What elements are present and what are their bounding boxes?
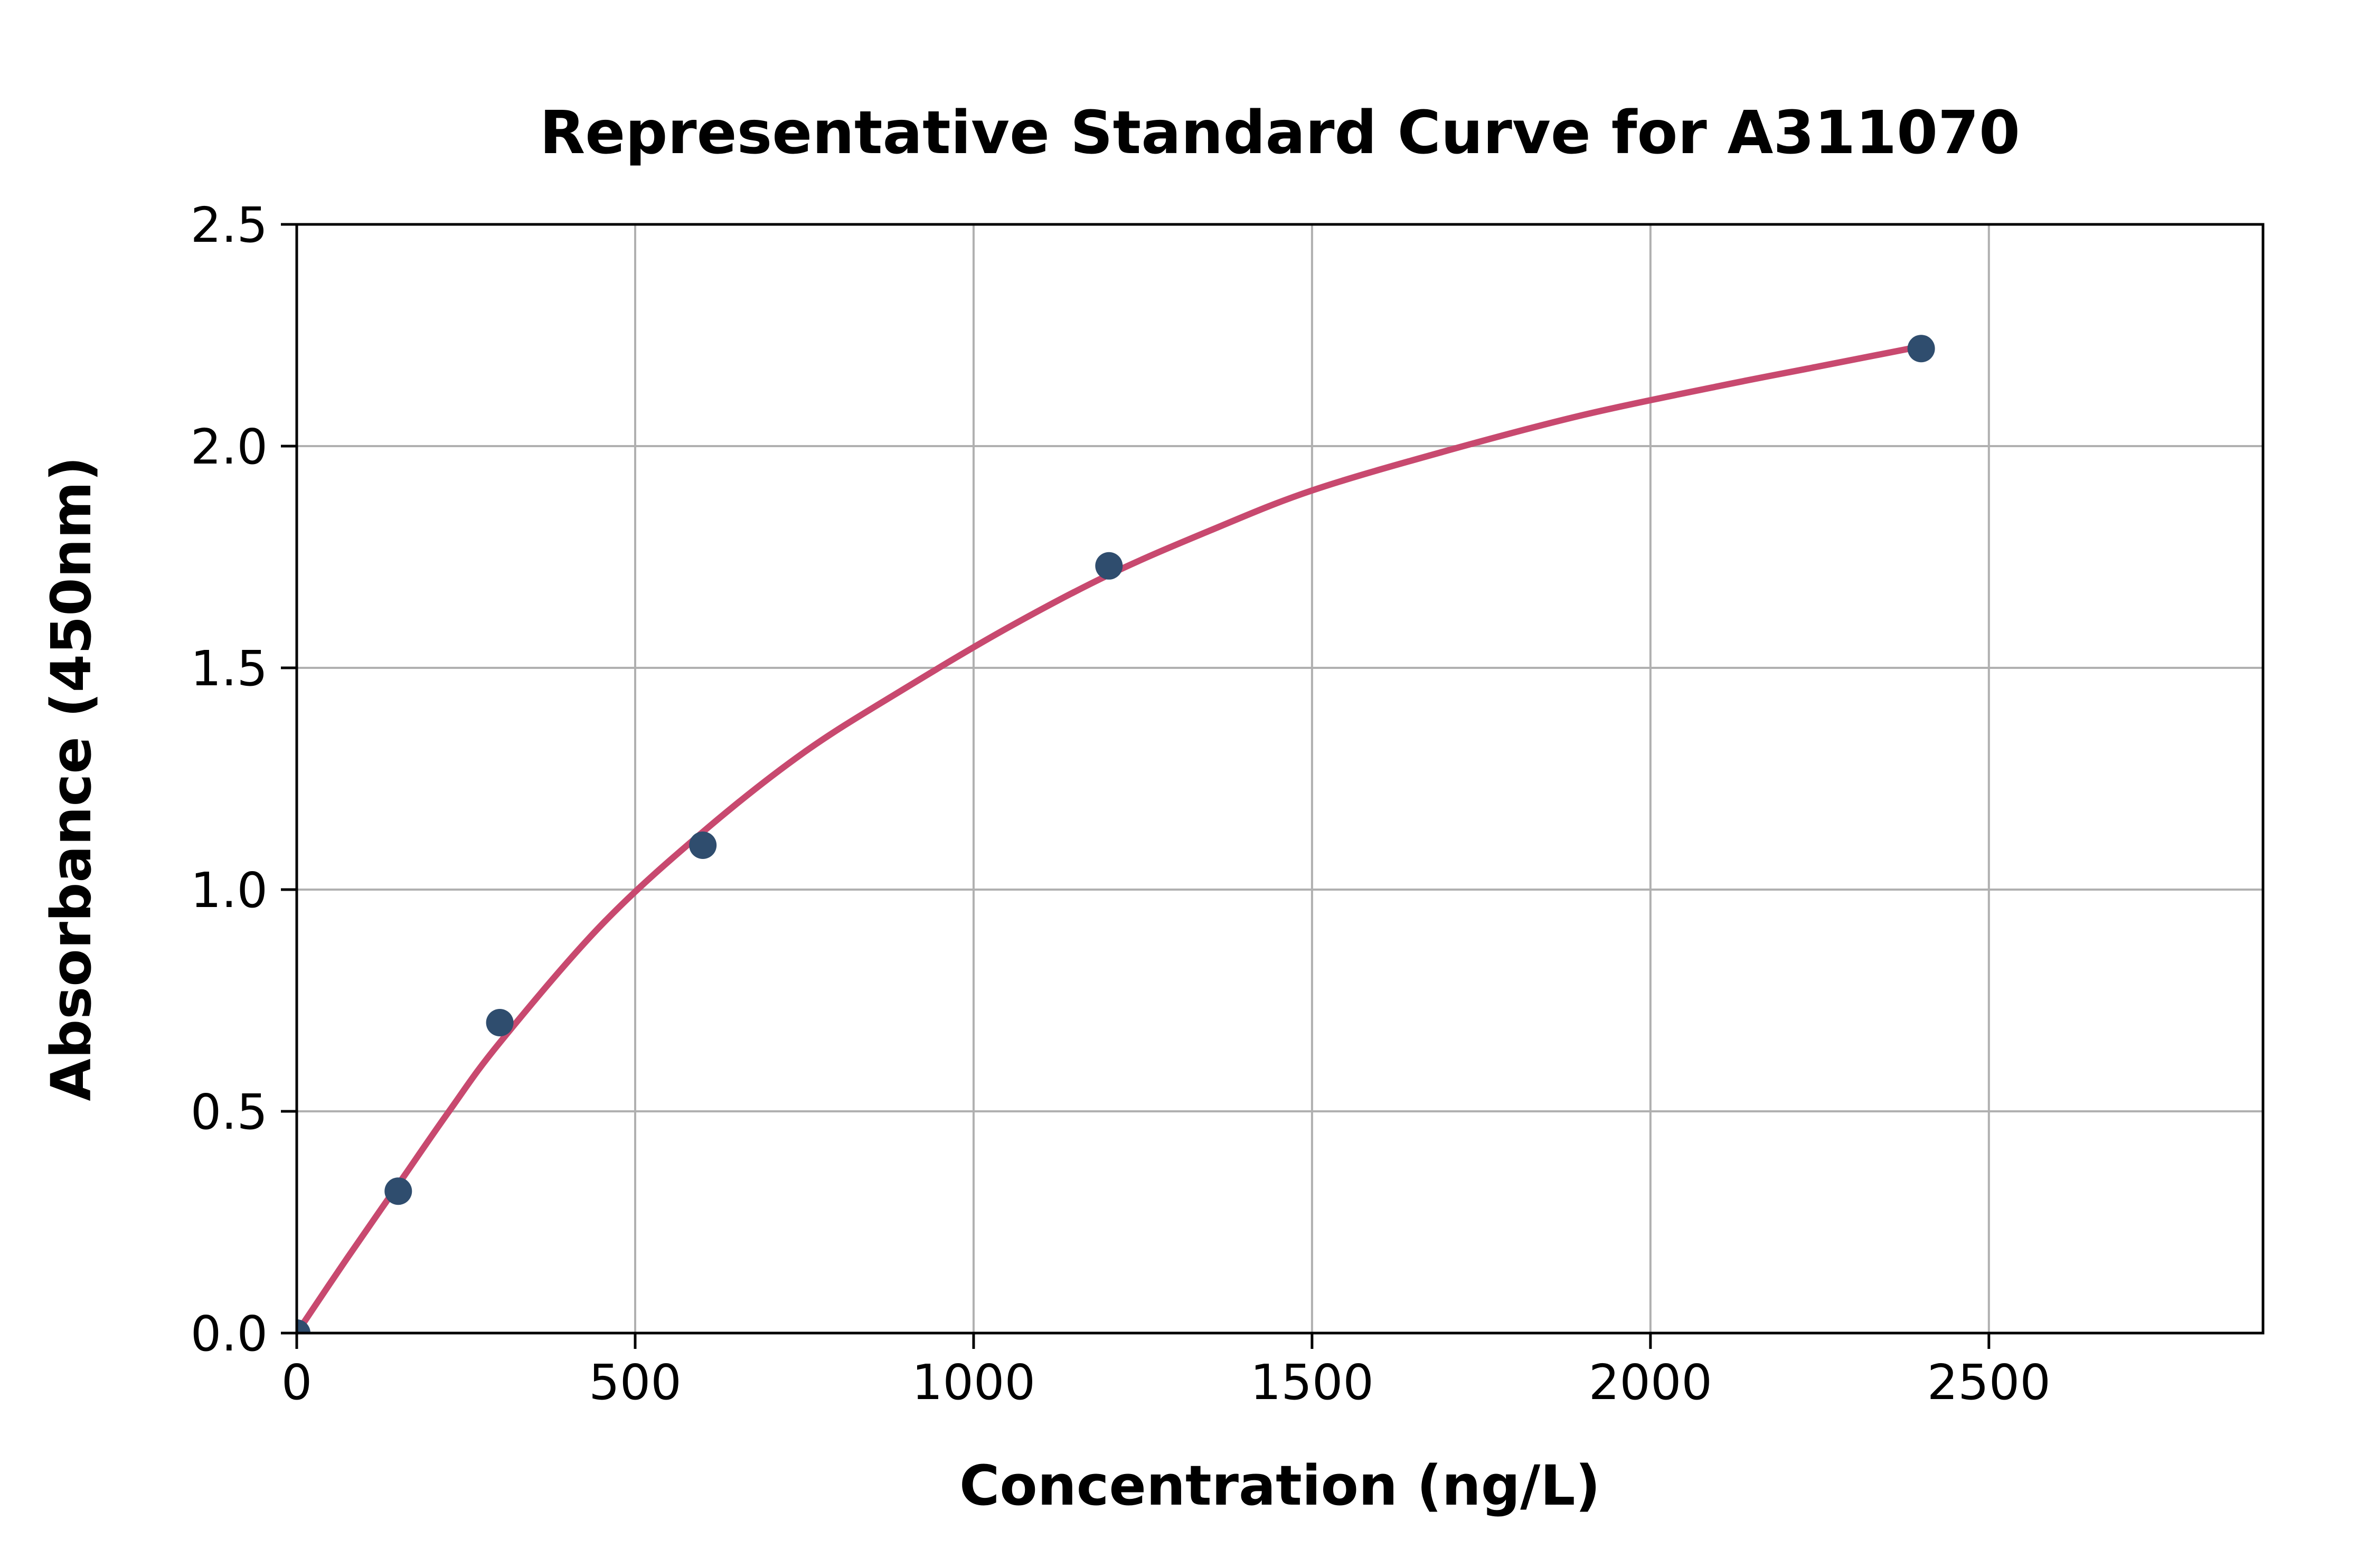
y-tick-label: 2.5 (191, 197, 268, 253)
y-tick-label: 1.5 (191, 640, 268, 697)
plot-frame (295, 223, 2265, 1335)
y-tick-label: 0.0 (191, 1306, 268, 1362)
x-tick-label: 2500 (1927, 1354, 2051, 1411)
data-point (486, 1009, 514, 1036)
x-tick-label: 500 (589, 1354, 682, 1411)
data-point (1907, 335, 1935, 363)
x-tick-label: 0 (281, 1354, 313, 1411)
data-point (297, 1319, 310, 1333)
chart-title: Representative Standard Curve for A31107… (540, 99, 2020, 167)
x-axis-label: Concentration (ng/L) (959, 1453, 1601, 1518)
x-tick-label: 1500 (1250, 1354, 1374, 1411)
y-tick-label: 1.0 (191, 862, 268, 919)
fit-curve (297, 343, 1925, 1333)
y-axis-label: Absorbance (450nm) (39, 456, 103, 1101)
data-point (384, 1177, 412, 1205)
data-point (689, 832, 717, 859)
y-tick-label: 2.0 (191, 419, 268, 475)
data-point (1095, 552, 1123, 580)
y-tick-label: 0.5 (191, 1084, 268, 1140)
x-tick-label: 1000 (912, 1354, 1035, 1411)
x-tick-label: 2000 (1589, 1354, 1712, 1411)
